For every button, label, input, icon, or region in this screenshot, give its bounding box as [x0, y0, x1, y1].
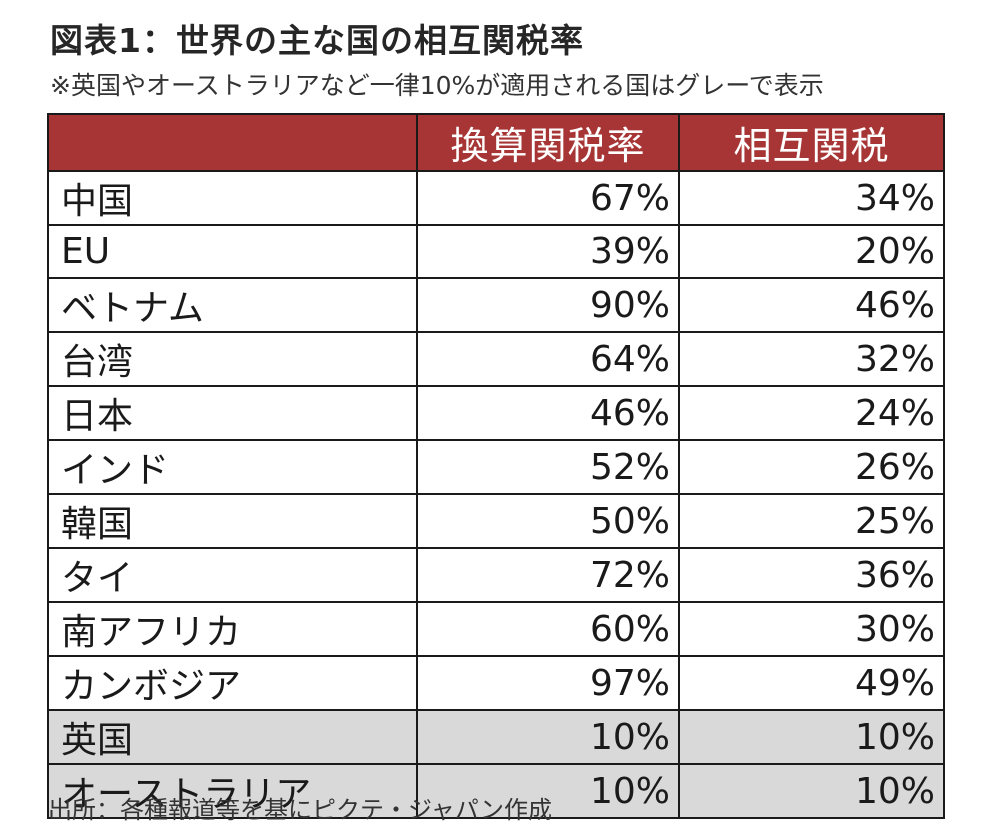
tariff-table-container: 換算関税率 相互関税 中国 67% 34% EU 39% 20% ベトナム 90% 46% 台湾 6… — [47, 113, 945, 819]
table-row: 日本 46% 24% — [47, 385, 945, 441]
country-cell: 英国 — [47, 709, 418, 765]
table-row: カンボジア 97% 49% — [47, 655, 945, 711]
reciprocal-tariff-cell: 36% — [678, 547, 945, 603]
table-row: インド 52% 26% — [47, 439, 945, 495]
header-country — [47, 113, 418, 172]
converted-rate-cell: 39% — [416, 224, 680, 279]
country-cell: オーストラリア — [47, 763, 418, 819]
table-header: 換算関税率 相互関税 — [47, 113, 945, 172]
table-row: 英国 10% 10% — [47, 709, 945, 765]
header-reciprocal-tariff: 相互関税 — [678, 113, 945, 172]
country-cell: EU — [47, 224, 418, 279]
country-cell: 台湾 — [47, 331, 418, 387]
reciprocal-tariff-cell: 25% — [678, 493, 945, 549]
reciprocal-tariff-cell: 24% — [678, 385, 945, 441]
table-row: タイ 72% 36% — [47, 547, 945, 603]
header-row: 換算関税率 相互関税 — [47, 113, 945, 172]
table-row: 南アフリカ 60% 30% — [47, 601, 945, 657]
table-row: 中国 67% 34% — [47, 170, 945, 226]
reciprocal-tariff-cell: 10% — [678, 763, 945, 819]
country-cell: ベトナム — [47, 277, 418, 333]
reciprocal-tariff-cell: 10% — [678, 709, 945, 765]
country-cell: 中国 — [47, 170, 418, 226]
country-cell: 南アフリカ — [47, 601, 418, 657]
converted-rate-cell: 46% — [416, 385, 680, 441]
country-cell: タイ — [47, 547, 418, 603]
header-converted-rate: 換算関税率 — [416, 113, 680, 172]
converted-rate-cell: 10% — [416, 763, 680, 819]
source-note: 出所：各種報道等を基にピクテ・ジャパン作成 — [48, 796, 552, 824]
converted-rate-cell: 97% — [416, 655, 680, 711]
reciprocal-tariff-cell: 26% — [678, 439, 945, 495]
reciprocal-tariff-cell: 30% — [678, 601, 945, 657]
country-cell: 日本 — [47, 385, 418, 441]
table-row: 韓国 50% 25% — [47, 493, 945, 549]
country-cell: 韓国 — [47, 493, 418, 549]
table-row: ベトナム 90% 46% — [47, 277, 945, 333]
converted-rate-cell: 90% — [416, 277, 680, 333]
reciprocal-tariff-cell: 20% — [678, 224, 945, 279]
table-note: ※英国やオーストラリアなど一律10%が適用される国はグレーで表示 — [50, 71, 824, 100]
country-cell: カンボジア — [47, 655, 418, 711]
converted-rate-cell: 50% — [416, 493, 680, 549]
table-row: オーストラリア 10% 10% — [47, 763, 945, 819]
table-row: EU 39% 20% — [47, 224, 945, 279]
page-title: 図表1：世界の主な国の相互関税率 — [50, 21, 584, 60]
converted-rate-cell: 52% — [416, 439, 680, 495]
converted-rate-cell: 72% — [416, 547, 680, 603]
converted-rate-cell: 64% — [416, 331, 680, 387]
converted-rate-cell: 67% — [416, 170, 680, 226]
reciprocal-tariff-cell: 32% — [678, 331, 945, 387]
reciprocal-tariff-cell: 46% — [678, 277, 945, 333]
table-row: 台湾 64% 32% — [47, 331, 945, 387]
country-cell: インド — [47, 439, 418, 495]
tariff-table: 換算関税率 相互関税 中国 67% 34% EU 39% 20% ベトナム 90% 46% 台湾 6… — [47, 113, 945, 819]
reciprocal-tariff-cell: 34% — [678, 170, 945, 226]
converted-rate-cell: 60% — [416, 601, 680, 657]
reciprocal-tariff-cell: 49% — [678, 655, 945, 711]
converted-rate-cell: 10% — [416, 709, 680, 765]
table-body: 中国 67% 34% EU 39% 20% ベトナム 90% 46% 台湾 64% 32% 日本 46% 2… — [47, 170, 945, 819]
